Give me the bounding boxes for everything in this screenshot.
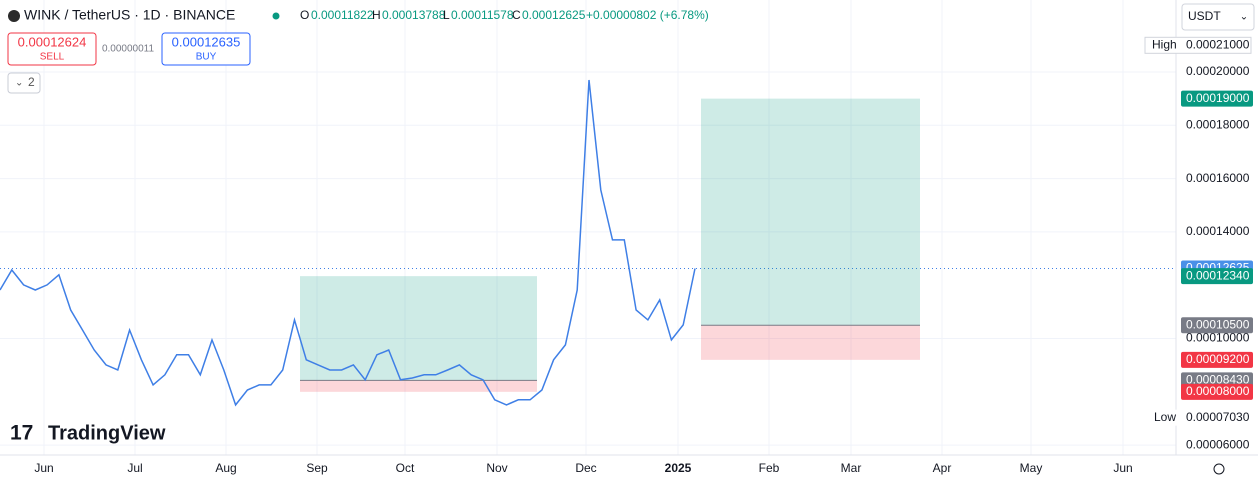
stop-zone <box>701 325 920 360</box>
chevron: ⌄ <box>1240 12 1248 23</box>
stop-zone <box>300 380 537 392</box>
x-tick-label: May <box>1020 461 1043 475</box>
y-tick-label: 0.00016000 <box>1186 171 1250 185</box>
indicator-toggle[interactable] <box>7 72 41 94</box>
x-tick-label: Oct <box>396 461 415 475</box>
ohlc-value: 0.00011822 <box>311 8 374 22</box>
buy-button[interactable] <box>161 32 251 66</box>
x-tick-label: Nov <box>486 461 507 475</box>
x-tick-label: Feb <box>759 461 780 475</box>
x-tick-label: Jul <box>127 461 142 475</box>
y-tick-label: 0.00010000 <box>1186 331 1250 345</box>
buy-label: BUY <box>196 52 217 63</box>
x-tick-label: Jun <box>34 461 53 475</box>
ohlc-key: C <box>512 8 521 22</box>
high-name: High <box>1152 37 1177 51</box>
low-name: Low <box>1154 410 1176 424</box>
price-label: 0.00010500 <box>1186 317 1250 331</box>
symbol-icon <box>8 10 20 22</box>
target-zone <box>300 276 537 381</box>
y-tick-label: 0.00014000 <box>1186 224 1250 238</box>
price-label: 0.00012340 <box>1186 268 1250 282</box>
ohlc-value: 0.00012625 <box>522 8 586 22</box>
target-zone <box>701 98 920 326</box>
price-line <box>0 79 696 407</box>
sell-price: 0.00012624 <box>18 34 87 49</box>
currency-select[interactable] <box>1181 3 1255 31</box>
ohlc-key: L <box>443 8 450 22</box>
spread: 0.00000011 <box>102 44 155 55</box>
x-tick-label: Jun <box>1113 461 1132 475</box>
logo: TradingView <box>48 422 166 444</box>
ohlc-value: 0.00013788 <box>382 8 446 22</box>
logo-mark: 17 <box>10 422 33 445</box>
price-label-bg <box>1181 90 1253 107</box>
high-label: 0.00021000 <box>1186 37 1250 51</box>
price-label-bg <box>1181 351 1253 368</box>
price-label: 0.00008430 <box>1186 373 1250 387</box>
low-marker <box>1147 409 1253 426</box>
sell-label: SELL <box>40 52 65 63</box>
low-label: 0.00007030 <box>1186 410 1250 424</box>
settings-icon[interactable] <box>1213 463 1225 475</box>
x-tick-label: 2025 <box>665 461 692 475</box>
change: +0.00000802 (+6.78%) <box>586 8 709 22</box>
status-dot <box>272 12 280 20</box>
x-tick-label: Aug <box>215 461 236 475</box>
symbol: WINK / TetherUS · 1D · BINANCE <box>24 7 235 23</box>
y-tick-label: 0.00006000 <box>1186 437 1250 451</box>
price-label: 0.00009200 <box>1186 352 1250 366</box>
buy-price: 0.00012635 <box>172 34 241 49</box>
price-label: 0.00008000 <box>1186 384 1250 398</box>
currency: USDT <box>1188 9 1221 23</box>
y-tick-label: 0.00020000 <box>1186 64 1250 78</box>
ohlc-key: O <box>300 8 309 22</box>
x-tick-label: Dec <box>575 461 596 475</box>
price-label: 0.00019000 <box>1186 91 1250 105</box>
x-tick-label: Sep <box>306 461 328 475</box>
ohlc-value: 0.00011578 <box>451 8 514 22</box>
high-marker <box>1144 36 1252 54</box>
y-tick-label: 0.00018000 <box>1186 117 1250 131</box>
ohlc-key: H <box>372 8 381 22</box>
indicator-count: 2 <box>28 75 35 89</box>
chevron: ⌄ <box>15 78 23 89</box>
price-label-bg <box>1181 383 1253 400</box>
sell-button[interactable] <box>7 32 97 66</box>
price-label-bg <box>1181 268 1253 285</box>
x-tick-label: Mar <box>841 461 862 475</box>
price-label-bg <box>1181 317 1253 334</box>
x-tick-label: Apr <box>933 461 952 475</box>
